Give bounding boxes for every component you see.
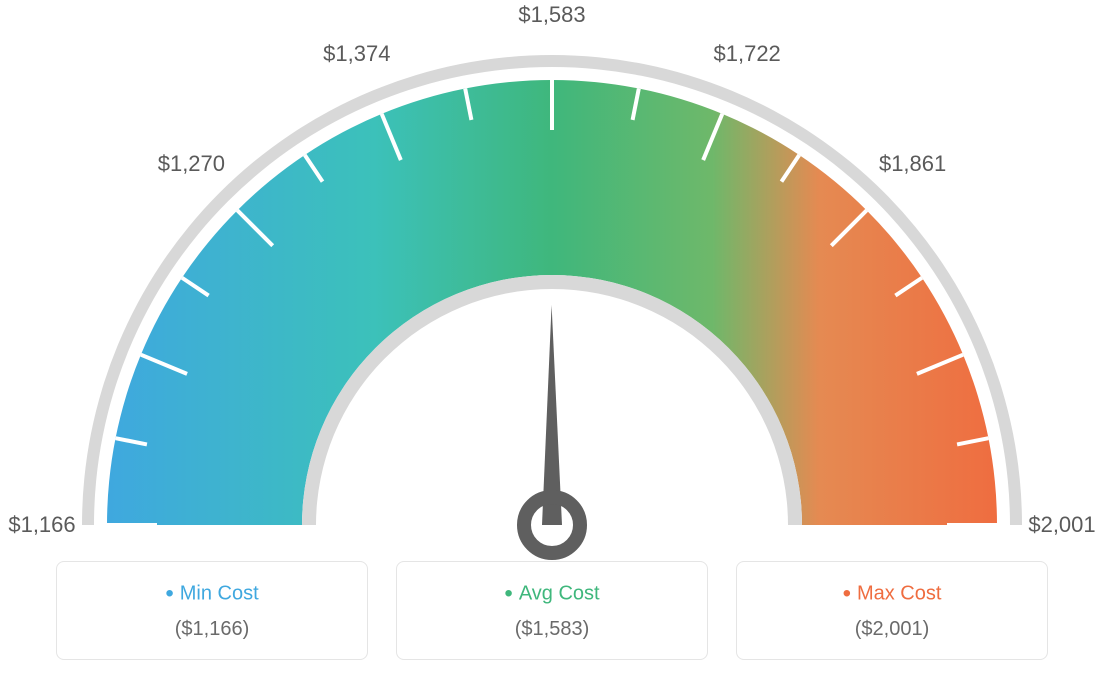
legend-title: • Min Cost (57, 580, 367, 608)
gauge-svg (0, 0, 1104, 560)
gauge-tick-label: $1,722 (714, 41, 781, 67)
legend-title-text: Min Cost (180, 582, 259, 604)
bullet-icon: • (165, 580, 173, 607)
legend-card: • Min Cost ($1,166) (56, 561, 368, 660)
gauge-tick-label: $2,001 (1028, 512, 1095, 538)
legend-title-text: Max Cost (857, 582, 941, 604)
legend-title: • Avg Cost (397, 580, 707, 608)
legend-card: • Avg Cost ($1,583) (396, 561, 708, 660)
legend-row: • Min Cost ($1,166) • Avg Cost ($1,583) • Max C… (0, 561, 1104, 660)
gauge-tick-label: $1,374 (323, 41, 390, 67)
gauge-container: $1,166 $1,270 $1,374 $1,583 $1,722 $1,861 $2,0… (0, 0, 1104, 560)
gauge-tick-label: $1,166 (8, 512, 75, 538)
legend-value: ($2,001) (737, 618, 1047, 641)
bullet-icon: • (843, 580, 851, 607)
legend-card: • Max Cost ($2,001) (736, 561, 1048, 660)
legend-value: ($1,583) (397, 618, 707, 641)
gauge-tick-label: $1,583 (518, 2, 585, 28)
gauge-tick-label: $1,270 (158, 151, 225, 177)
legend-title: • Max Cost (737, 580, 1047, 608)
bullet-icon: • (504, 580, 512, 607)
legend-title-text: Avg Cost (519, 582, 600, 604)
gauge-tick-label: $1,861 (879, 151, 946, 177)
legend-value: ($1,166) (57, 618, 367, 641)
